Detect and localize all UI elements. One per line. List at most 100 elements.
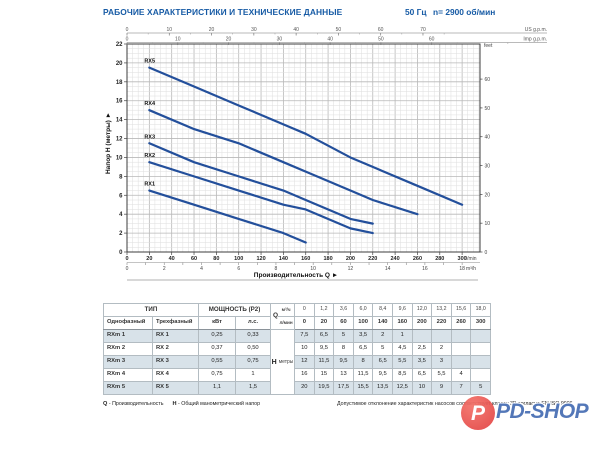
head-value	[450, 329, 472, 343]
head-value: 3	[431, 355, 452, 369]
svg-text:240: 240	[391, 256, 400, 262]
table-row: RXm 3 RX 3 0,55 0,75 12 11,5 9,5 8 6,5 5,5 3,5 3	[103, 355, 491, 369]
svg-text:60: 60	[378, 27, 384, 33]
svg-text:0: 0	[485, 250, 488, 256]
svg-text:10: 10	[485, 221, 491, 227]
x-axis-lmin: 0 20 40 60 80 100 120 140 160 180 200 220 240 260 280 3…	[125, 252, 477, 262]
q-m3h-value: 13,2	[431, 303, 452, 317]
head-value: 9,5	[333, 355, 354, 369]
q-lmin-value: 100	[352, 316, 374, 330]
model-single-phase: RXm 1	[103, 329, 153, 343]
col-hp: л.с.	[234, 316, 272, 330]
model-single-phase: RXm 4	[103, 368, 153, 382]
svg-text:50: 50	[485, 106, 491, 112]
svg-text:300: 300	[458, 256, 467, 262]
power-hp-value: 0,50	[234, 342, 272, 356]
model-three-phase: RX 2	[152, 342, 199, 356]
power-kw-value: 0,55	[198, 355, 236, 369]
svg-text:30: 30	[277, 37, 283, 43]
svg-text:Напор H (метры) ►: Напор H (метры) ►	[105, 112, 112, 174]
q-m3h-value: 15,6	[450, 303, 472, 317]
head-value: 3,5	[411, 355, 433, 369]
svg-text:14: 14	[385, 266, 391, 272]
head-value: 4,5	[391, 342, 413, 356]
curves: RX1 RX2 RX3 RX4 RX5	[144, 59, 464, 244]
q-term: Q	[103, 401, 108, 407]
head-value	[470, 342, 491, 356]
power-hp-value: 0,75	[234, 355, 272, 369]
svg-text:10: 10	[116, 155, 123, 161]
head-value	[431, 329, 452, 343]
q-m3h-value: 1,2	[313, 303, 335, 317]
svg-text:4: 4	[200, 266, 203, 272]
type-header: ТИП	[103, 303, 199, 317]
power-hp-value: 0,33	[234, 329, 272, 343]
col-single-phase: Однофазный	[103, 316, 153, 330]
svg-text:Производительность Q ►: Производительность Q ►	[254, 272, 338, 279]
head-value: 4	[450, 368, 472, 382]
svg-text:10: 10	[175, 37, 181, 43]
head-value: 12	[294, 355, 315, 369]
q-lmin-value: 220	[431, 316, 452, 330]
head-value: 12,5	[391, 381, 413, 395]
model-three-phase: RX 5	[152, 381, 199, 395]
h-desc: - Общий манометрический напор	[176, 401, 261, 407]
q-m3h-value: 0	[294, 303, 315, 317]
svg-text:40: 40	[485, 135, 491, 141]
head-value: 6,5	[313, 329, 335, 343]
head-value: 5	[470, 381, 491, 395]
svg-text:22: 22	[116, 42, 123, 48]
power-kw-value: 0,25	[198, 329, 236, 343]
q-label: Q	[273, 312, 279, 320]
col-three-phase: Трехфазный	[152, 316, 199, 330]
svg-text:50: 50	[378, 37, 384, 43]
head-value: 1	[391, 329, 413, 343]
svg-text:18: 18	[116, 80, 123, 86]
svg-text:200: 200	[346, 256, 355, 262]
head-value	[470, 368, 491, 382]
q-lmin-value: 140	[372, 316, 393, 330]
q-m3h-value: 18,0	[470, 303, 491, 317]
q-m3h-value: 3,6	[333, 303, 354, 317]
svg-text:260: 260	[413, 256, 422, 262]
svg-text:6: 6	[119, 193, 123, 199]
head-value: 8	[352, 355, 374, 369]
curve-RX4	[148, 109, 419, 216]
svg-text:50: 50	[336, 27, 342, 33]
head-value: 2,5	[411, 342, 433, 356]
head-value: 15	[313, 368, 335, 382]
power-kw-value: 0,75	[198, 368, 236, 382]
head-value: 15,5	[352, 381, 374, 395]
svg-text:2: 2	[119, 231, 123, 237]
y-axis-metres: 0 2 4 6 8 10 12 14 16 18 20 22 Напор H (метры) ►	[105, 42, 127, 256]
curve-label-RX2: RX2	[144, 153, 155, 159]
svg-text:60: 60	[191, 256, 197, 262]
svg-text:0: 0	[126, 266, 129, 272]
svg-text:140: 140	[279, 256, 288, 262]
svg-text:40: 40	[293, 27, 299, 33]
col-kw: кВт	[198, 316, 236, 330]
head-value: 5	[333, 329, 354, 343]
svg-text:180: 180	[323, 256, 332, 262]
curve-RX3	[148, 142, 374, 225]
svg-text:2: 2	[163, 266, 166, 272]
svg-text:18: 18	[459, 266, 465, 272]
head-value: 19,5	[313, 381, 335, 395]
q-m3h-value: 12,0	[411, 303, 433, 317]
top-axis-us: 0 10 20 30 40 50 60 70 US g.p.m.	[126, 27, 547, 36]
head-value: 10	[294, 342, 315, 356]
power-kw-value: 1,1	[198, 381, 236, 395]
curve-label-RX4: RX4	[144, 101, 156, 107]
table-row: RXm 4 RX 4 0,75 1 16 15 13 11,5 9,5 8,5 6,5 5,5 4	[103, 368, 491, 382]
head-value: 11,5	[313, 355, 335, 369]
svg-text:0: 0	[119, 250, 123, 256]
svg-text:20: 20	[116, 61, 123, 67]
q-m3h-value: 9,6	[391, 303, 413, 317]
q-lmin-value: 160	[391, 316, 413, 330]
h-unit: метры	[278, 358, 294, 365]
svg-text:40: 40	[169, 256, 175, 262]
power-hp-value: 1,5	[234, 381, 272, 395]
